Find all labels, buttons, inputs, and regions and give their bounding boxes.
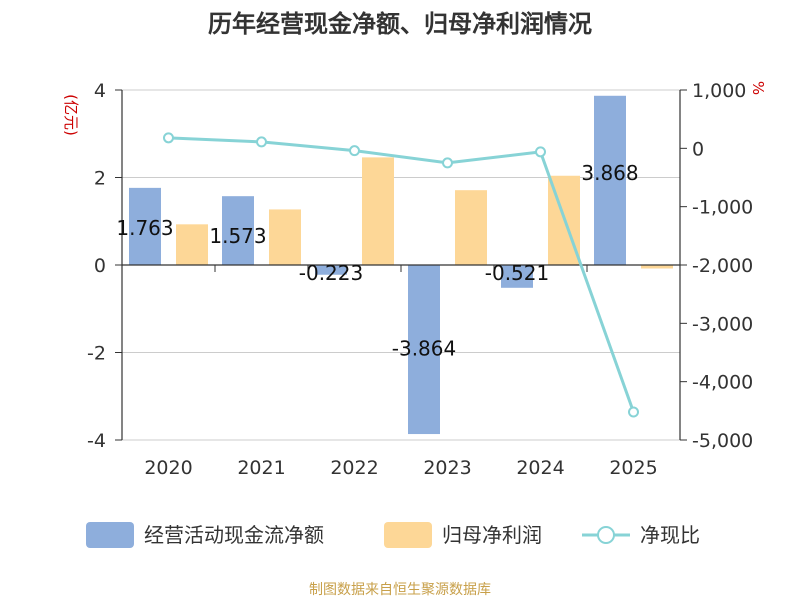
right-tick-label: -5,000 — [692, 430, 753, 452]
data-label-cash-flow: -0.521 — [485, 261, 549, 285]
right-axis-unit: % — [749, 81, 767, 95]
legend-label-cash-flow: 经营活动现金流净额 — [144, 523, 324, 547]
bar-net-profit — [641, 265, 673, 269]
bar-cash-flow — [129, 187, 161, 265]
point-ratio — [349, 145, 360, 157]
right-tick-label: 0 — [692, 138, 704, 160]
bar-cash-flow — [315, 265, 347, 275]
bar-series — [129, 95, 673, 435]
point-ratio — [535, 146, 546, 158]
line-series — [163, 132, 639, 418]
data-label-cash-flow: -3.864 — [392, 337, 456, 361]
bar-net-profit — [455, 190, 487, 265]
legend-label-ratio: 净现比 — [640, 523, 700, 547]
data-label-cash-flow: 3.868 — [581, 161, 638, 185]
left-tick-label: 2 — [94, 168, 106, 190]
left-tick-label: -4 — [87, 430, 106, 452]
legend: 经营活动现金流净额 归母净利润 净现比 — [86, 522, 700, 548]
legend-swatch-net-profit — [384, 522, 432, 548]
x-tick-label: 2021 — [237, 457, 285, 479]
bar-cash-flow — [501, 265, 533, 288]
right-tick-label: -1,000 — [692, 197, 753, 219]
bar-cash-flow — [222, 196, 254, 265]
left-tick-label: -2 — [87, 343, 106, 365]
data-labels: 1.763 1.573 -0.223 -3.864 -0.521 3.868 — [116, 161, 638, 361]
data-label-cash-flow: 1.573 — [209, 224, 266, 248]
x-tick-label: 2024 — [516, 457, 564, 479]
right-tick-label: -4,000 — [692, 372, 753, 394]
legend-label-net-profit: 归母净利润 — [442, 523, 542, 547]
left-axis-unit: (亿元) — [62, 94, 80, 136]
legend-swatch-cash-flow — [86, 522, 134, 548]
x-tick-label: 2020 — [144, 457, 192, 479]
data-label-cash-flow: 1.763 — [116, 216, 173, 240]
bar-cash-flow — [408, 265, 440, 435]
left-tick-label: 4 — [94, 80, 106, 102]
x-tick-label: 2025 — [609, 457, 657, 479]
x-tick-label: 2023 — [423, 457, 471, 479]
right-tick-label: 1,000 — [692, 80, 746, 102]
point-ratio — [256, 136, 267, 148]
source-note: 制图数据来自恒生聚源数据库 — [309, 582, 491, 598]
left-tick-label: 0 — [94, 255, 106, 277]
x-tick-label: 2022 — [330, 457, 378, 479]
axes: 4 2 0 -2 -4 1,000 0 -1,000 -2,000 -3,000 -4,000 -5,… — [87, 80, 753, 479]
point-ratio — [442, 157, 453, 169]
chart-title: 历年经营现金净额、归母净利润情况 — [208, 10, 592, 38]
bar-net-profit — [269, 209, 301, 265]
data-label-cash-flow: -0.223 — [299, 261, 363, 285]
bar-net-profit — [176, 224, 208, 265]
point-ratio — [163, 132, 174, 144]
right-tick-label: -2,000 — [692, 255, 753, 277]
line-ratio — [168, 136, 635, 413]
bar-cash-flow — [594, 95, 626, 266]
bar-net-profit — [362, 157, 394, 265]
point-ratio — [628, 406, 639, 418]
right-tick-label: -3,000 — [692, 313, 753, 335]
legend-marker-ratio — [597, 526, 615, 544]
